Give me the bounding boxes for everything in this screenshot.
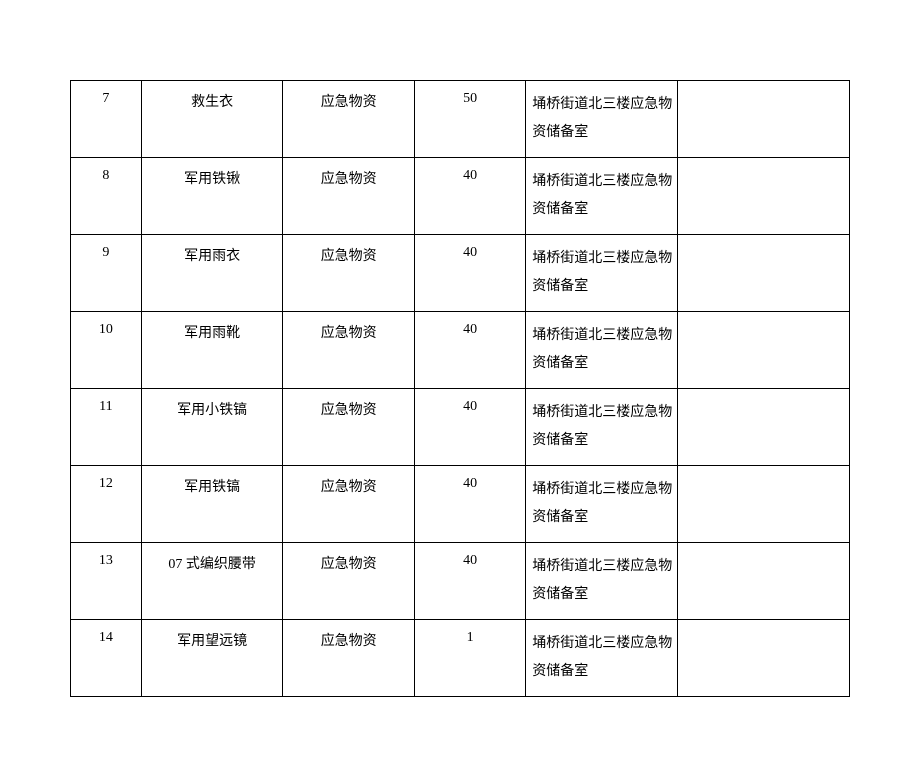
cell-loc: 埇桥街道北三楼应急物资储备室 [526, 543, 678, 620]
cell-name: 军用小铁镐 [141, 389, 283, 466]
cell-num: 11 [71, 389, 142, 466]
cell-num: 13 [71, 543, 142, 620]
cell-num: 14 [71, 620, 142, 697]
table-row: 12军用铁镐应急物资40埇桥街道北三楼应急物资储备室 [71, 466, 850, 543]
cell-extra [677, 312, 849, 389]
table-row: 11军用小铁镐应急物资40埇桥街道北三楼应急物资储备室 [71, 389, 850, 466]
cell-num: 10 [71, 312, 142, 389]
cell-name: 军用望远镜 [141, 620, 283, 697]
cell-qty: 40 [414, 312, 525, 389]
cell-loc: 埇桥街道北三楼应急物资储备室 [526, 389, 678, 466]
supplies-table: 7救生衣应急物资50埇桥街道北三楼应急物资储备室8军用铁锹应急物资40埇桥街道北… [70, 80, 850, 697]
cell-type: 应急物资 [283, 466, 415, 543]
cell-qty: 40 [414, 158, 525, 235]
cell-loc: 埇桥街道北三楼应急物资储备室 [526, 235, 678, 312]
cell-name: 军用雨衣 [141, 235, 283, 312]
cell-num: 7 [71, 81, 142, 158]
cell-extra [677, 543, 849, 620]
cell-type: 应急物资 [283, 235, 415, 312]
cell-name: 07 式编织腰带 [141, 543, 283, 620]
cell-num: 8 [71, 158, 142, 235]
cell-loc: 埇桥街道北三楼应急物资储备室 [526, 158, 678, 235]
cell-type: 应急物资 [283, 312, 415, 389]
cell-extra [677, 81, 849, 158]
cell-extra [677, 620, 849, 697]
table-body: 7救生衣应急物资50埇桥街道北三楼应急物资储备室8军用铁锹应急物资40埇桥街道北… [71, 81, 850, 697]
cell-name: 救生衣 [141, 81, 283, 158]
cell-qty: 40 [414, 235, 525, 312]
cell-loc: 埇桥街道北三楼应急物资储备室 [526, 466, 678, 543]
table-row: 1307 式编织腰带应急物资40埇桥街道北三楼应急物资储备室 [71, 543, 850, 620]
cell-num: 12 [71, 466, 142, 543]
cell-loc: 埇桥街道北三楼应急物资储备室 [526, 81, 678, 158]
cell-name: 军用雨靴 [141, 312, 283, 389]
table-row: 14军用望远镜应急物资1埇桥街道北三楼应急物资储备室 [71, 620, 850, 697]
cell-loc: 埇桥街道北三楼应急物资储备室 [526, 620, 678, 697]
cell-type: 应急物资 [283, 620, 415, 697]
cell-name: 军用铁锹 [141, 158, 283, 235]
cell-qty: 1 [414, 620, 525, 697]
cell-qty: 40 [414, 466, 525, 543]
cell-qty: 40 [414, 389, 525, 466]
cell-type: 应急物资 [283, 543, 415, 620]
cell-extra [677, 235, 849, 312]
cell-type: 应急物资 [283, 158, 415, 235]
cell-type: 应急物资 [283, 81, 415, 158]
table-row: 10军用雨靴应急物资40埇桥街道北三楼应急物资储备室 [71, 312, 850, 389]
cell-type: 应急物资 [283, 389, 415, 466]
cell-extra [677, 389, 849, 466]
cell-extra [677, 466, 849, 543]
cell-name: 军用铁镐 [141, 466, 283, 543]
cell-extra [677, 158, 849, 235]
cell-qty: 50 [414, 81, 525, 158]
cell-num: 9 [71, 235, 142, 312]
cell-qty: 40 [414, 543, 525, 620]
table-row: 9军用雨衣应急物资40埇桥街道北三楼应急物资储备室 [71, 235, 850, 312]
table-row: 8军用铁锹应急物资40埇桥街道北三楼应急物资储备室 [71, 158, 850, 235]
cell-loc: 埇桥街道北三楼应急物资储备室 [526, 312, 678, 389]
table-row: 7救生衣应急物资50埇桥街道北三楼应急物资储备室 [71, 81, 850, 158]
